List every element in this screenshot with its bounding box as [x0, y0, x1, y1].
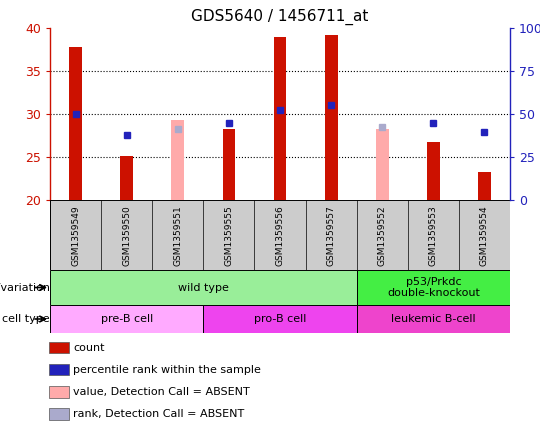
Text: cell type: cell type	[2, 314, 50, 324]
Text: value, Detection Call = ABSENT: value, Detection Call = ABSENT	[73, 387, 250, 397]
Bar	[427, 143, 440, 200]
Bar	[49, 342, 69, 353]
Text: pro-B cell: pro-B cell	[254, 314, 306, 324]
Text: percentile rank within the sample: percentile rank within the sample	[73, 365, 261, 375]
Bar	[120, 156, 133, 200]
Bar	[171, 120, 184, 200]
Text: GSM1359550: GSM1359550	[122, 205, 131, 266]
Text: wild type: wild type	[178, 283, 229, 292]
Bar	[49, 408, 69, 420]
Text: GSM1359551: GSM1359551	[173, 205, 183, 266]
Text: GSM1359556: GSM1359556	[275, 205, 285, 266]
Text: GSM1359552: GSM1359552	[377, 205, 387, 266]
Text: count: count	[73, 343, 105, 353]
Text: GSM1359549: GSM1359549	[71, 205, 80, 266]
Text: GSM1359553: GSM1359553	[429, 205, 438, 266]
Text: leukemic B-cell: leukemic B-cell	[391, 314, 476, 324]
Text: genotype/variation: genotype/variation	[0, 283, 50, 292]
Bar	[478, 172, 491, 200]
Text: GSM1359555: GSM1359555	[225, 205, 233, 266]
Bar	[274, 37, 286, 200]
Title: GDS5640 / 1456711_at: GDS5640 / 1456711_at	[191, 9, 369, 25]
Text: rank, Detection Call = ABSENT: rank, Detection Call = ABSENT	[73, 409, 245, 419]
Bar	[222, 129, 235, 200]
Bar	[204, 305, 356, 333]
Text: p53/Prkdc
double-knockout: p53/Prkdc double-knockout	[387, 277, 480, 298]
Bar	[356, 305, 510, 333]
Bar	[49, 364, 69, 375]
Text: GSM1359554: GSM1359554	[480, 205, 489, 266]
Bar	[69, 47, 82, 200]
Bar	[50, 270, 356, 305]
Text: pre-B cell: pre-B cell	[100, 314, 153, 324]
Bar	[376, 129, 389, 200]
Bar	[356, 270, 510, 305]
Text: GSM1359557: GSM1359557	[327, 205, 336, 266]
Bar	[50, 305, 204, 333]
Bar	[325, 35, 338, 200]
Bar	[49, 386, 69, 398]
